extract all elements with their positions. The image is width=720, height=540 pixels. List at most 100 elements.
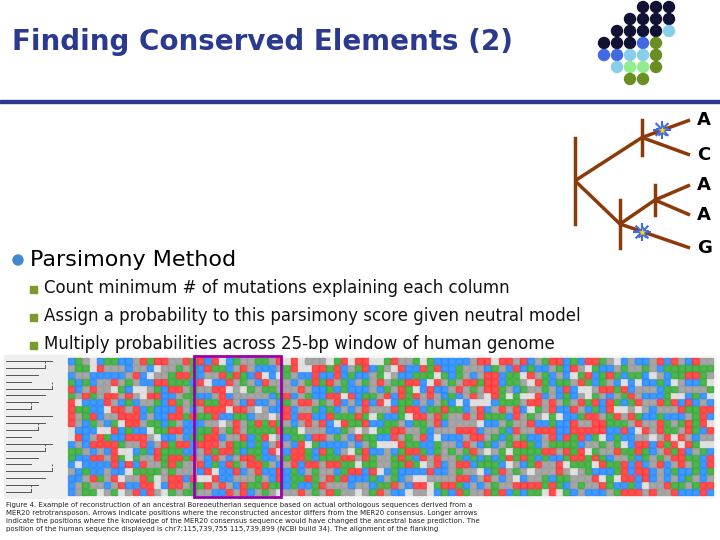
Bar xyxy=(449,420,455,426)
Bar xyxy=(297,372,305,377)
Bar xyxy=(470,400,477,406)
Bar xyxy=(290,441,297,447)
Bar xyxy=(621,482,627,488)
Bar xyxy=(649,413,656,419)
Bar xyxy=(262,448,269,454)
Bar xyxy=(449,448,455,454)
Bar xyxy=(434,427,441,433)
Bar xyxy=(168,413,175,419)
Bar xyxy=(606,365,613,371)
Bar xyxy=(700,379,706,384)
Bar xyxy=(642,358,649,364)
Bar xyxy=(664,393,670,399)
Bar xyxy=(176,365,182,371)
Bar xyxy=(312,358,319,364)
Bar xyxy=(678,420,685,426)
Bar xyxy=(541,413,549,419)
Bar xyxy=(168,372,175,377)
Bar xyxy=(456,455,462,461)
Bar xyxy=(154,468,161,474)
Bar xyxy=(707,482,714,488)
Bar xyxy=(599,393,606,399)
Bar xyxy=(111,448,117,454)
Bar xyxy=(420,413,426,419)
Bar xyxy=(657,489,663,495)
Bar xyxy=(369,372,376,377)
Bar xyxy=(154,393,161,399)
Bar xyxy=(75,413,82,419)
Bar xyxy=(492,358,498,364)
Bar xyxy=(168,489,175,495)
Bar xyxy=(118,462,125,467)
Bar xyxy=(678,468,685,474)
Bar xyxy=(248,413,254,419)
Bar xyxy=(642,482,649,488)
Bar xyxy=(68,441,75,447)
Text: MER20 retrotransposon. Arrows indicate positions where the reconstructed ancesto: MER20 retrotransposon. Arrows indicate p… xyxy=(6,510,477,516)
Bar xyxy=(161,475,168,481)
Bar xyxy=(477,365,484,371)
Bar xyxy=(183,434,189,440)
Text: G: G xyxy=(697,239,712,257)
Bar xyxy=(326,455,333,461)
Bar xyxy=(312,427,319,433)
Bar xyxy=(642,489,649,495)
Bar xyxy=(707,379,714,384)
Bar xyxy=(621,468,627,474)
Bar xyxy=(477,358,484,364)
Bar xyxy=(570,406,577,412)
Bar xyxy=(297,434,305,440)
Bar xyxy=(577,434,584,440)
Bar xyxy=(104,427,110,433)
Bar xyxy=(319,420,326,426)
Bar xyxy=(377,468,383,474)
Bar xyxy=(226,434,233,440)
Bar xyxy=(449,400,455,406)
Bar xyxy=(262,468,269,474)
Bar xyxy=(312,482,319,488)
Bar xyxy=(240,427,247,433)
Bar xyxy=(413,393,419,399)
Bar xyxy=(642,393,649,399)
Bar xyxy=(312,372,319,377)
Bar xyxy=(405,413,412,419)
Bar xyxy=(685,358,692,364)
Bar xyxy=(570,468,577,474)
Bar xyxy=(456,434,462,440)
Bar xyxy=(118,406,125,412)
Bar xyxy=(68,358,75,364)
Bar xyxy=(190,462,197,467)
Bar xyxy=(384,379,390,384)
Bar xyxy=(284,413,290,419)
Bar xyxy=(348,462,354,467)
Bar xyxy=(190,482,197,488)
Bar xyxy=(132,427,139,433)
Bar xyxy=(513,482,520,488)
Bar xyxy=(290,468,297,474)
Bar xyxy=(284,468,290,474)
Bar xyxy=(599,448,606,454)
Bar xyxy=(485,455,491,461)
Bar xyxy=(513,413,520,419)
Bar xyxy=(369,400,376,406)
Bar xyxy=(405,462,412,467)
Bar xyxy=(297,448,305,454)
Bar xyxy=(664,379,670,384)
Bar xyxy=(326,482,333,488)
Bar xyxy=(341,455,347,461)
Bar xyxy=(606,441,613,447)
Bar xyxy=(262,482,269,488)
Bar xyxy=(613,489,620,495)
Bar xyxy=(664,468,670,474)
Bar xyxy=(685,400,692,406)
Bar xyxy=(657,372,663,377)
Bar xyxy=(606,413,613,419)
Bar xyxy=(635,365,642,371)
Bar xyxy=(305,462,312,467)
Bar xyxy=(233,400,240,406)
Bar xyxy=(183,379,189,384)
Bar xyxy=(556,420,563,426)
Bar xyxy=(75,468,82,474)
Bar xyxy=(183,455,189,461)
Bar xyxy=(111,475,117,481)
